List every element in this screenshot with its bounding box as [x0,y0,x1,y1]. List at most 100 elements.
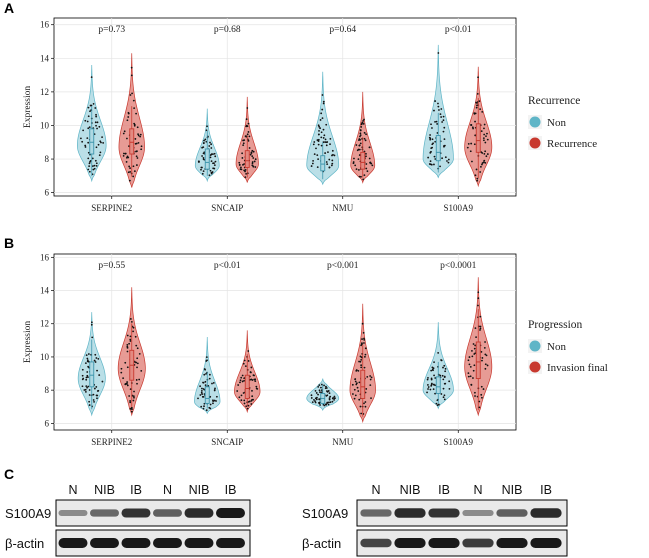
data-point [244,365,247,368]
blot-band [184,508,214,518]
data-point [91,165,94,168]
data-point [319,391,321,394]
data-point [333,154,336,157]
data-point [328,392,331,394]
data-point [127,112,130,115]
data-point [475,336,477,339]
data-point [135,344,138,347]
data-point [81,368,84,371]
data-point [126,384,129,387]
data-point [88,400,91,403]
data-point [133,361,136,363]
data-point [359,405,362,408]
legend-label: Invasion final [547,362,608,374]
data-point [358,381,361,384]
x-tick-label: SNCAIP [211,203,243,213]
data-point [129,401,132,404]
data-point [205,129,208,132]
data-point [448,387,451,390]
data-point [84,144,87,147]
data-point [86,386,88,389]
data-point [253,160,256,163]
data-point [478,400,481,403]
data-point [87,115,90,118]
data-point [477,76,479,79]
data-point [443,398,446,401]
data-point [212,162,214,165]
data-point [434,140,437,143]
data-point [310,394,313,397]
data-point [240,376,243,379]
data-point [437,102,439,105]
data-point [360,358,363,361]
data-point [331,400,334,403]
data-point [484,353,487,356]
data-point [321,108,324,111]
data-point [138,353,141,355]
data-point [468,363,471,366]
data-point [467,359,470,362]
data-point [251,155,254,158]
data-point [129,94,132,96]
data-point [316,139,319,141]
blot-column-label: NIB [502,483,523,497]
data-point [327,403,330,406]
data-point [444,370,447,373]
data-point [214,160,217,163]
data-point [329,401,332,404]
data-point [434,100,437,102]
data-point [325,161,328,163]
data-point [83,389,86,391]
data-point [202,141,205,144]
data-point [358,139,360,142]
violin-nmu-non [306,71,340,186]
data-point [429,137,432,140]
data-point [205,372,207,375]
blot-column-label: NIB [400,483,421,497]
data-point [361,342,363,345]
blot-band [121,508,151,518]
data-point [93,387,96,390]
data-point [319,404,321,406]
data-point [427,156,430,159]
data-point [442,119,445,122]
data-point [128,342,131,345]
data-point [86,374,89,377]
p-value-label: p=0.73 [98,25,125,35]
data-point [318,130,320,132]
data-point [430,385,433,387]
data-point [129,167,131,169]
data-point [357,390,360,392]
data-point [437,105,440,108]
data-point [244,170,246,173]
data-point [255,385,258,388]
data-point [430,382,433,385]
data-point [242,392,245,394]
data-point [197,397,199,400]
data-point [333,397,336,400]
data-point [364,353,367,356]
data-point [321,117,324,120]
data-point [242,142,245,145]
data-point [475,106,478,109]
data-point [316,166,319,169]
data-point [427,386,430,388]
data-point [442,115,445,118]
data-point [246,133,249,136]
data-point [210,143,213,146]
data-point [214,387,216,390]
data-point [244,135,247,138]
data-point [240,166,242,169]
data-point [483,139,485,142]
data-point [482,161,485,164]
data-point [365,155,367,158]
data-point [442,366,444,369]
blot-band [530,508,562,518]
data-point [480,393,483,396]
data-point [327,401,330,404]
data-point [363,118,365,121]
data-point [95,162,98,165]
data-point [427,388,429,390]
data-point [133,170,136,173]
data-point [138,378,141,381]
